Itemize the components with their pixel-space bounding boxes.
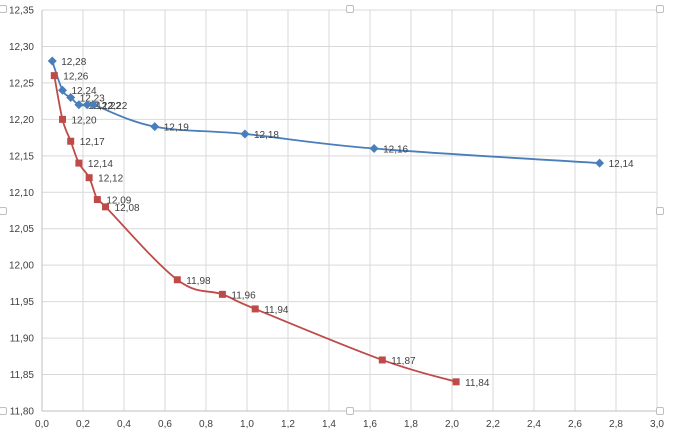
- data-point-diamond: [150, 122, 160, 132]
- x-tick-label: 0,2: [76, 419, 90, 430]
- series-line: [51, 60, 600, 165]
- data-label: 11,98: [186, 276, 211, 287]
- x-tick-label: 2,6: [568, 419, 582, 430]
- x-tick-label: 0,0: [35, 419, 49, 430]
- y-tick-label: 11,80: [10, 407, 35, 418]
- data-label: 12,17: [80, 137, 105, 148]
- data-label: 12,16: [383, 145, 408, 156]
- data-point-diamond: [66, 92, 76, 102]
- x-tick-label: 0,8: [199, 419, 213, 430]
- y-tick-label: 11,90: [10, 334, 35, 345]
- x-tick-label: 0,4: [117, 419, 131, 430]
- data-label: 12,22: [96, 101, 121, 112]
- resize-handle: [0, 5, 7, 13]
- selection-handles: [0, 5, 664, 415]
- y-tick-label: 12,05: [9, 224, 34, 235]
- resize-handle: [656, 5, 664, 13]
- data-point-square: [85, 174, 93, 182]
- data-point-diamond: [240, 129, 250, 139]
- data-point-square: [93, 196, 101, 204]
- y-tick-label: 12,20: [9, 115, 34, 126]
- y-tick-label: 12,35: [9, 6, 34, 17]
- data-label: 11,96: [231, 290, 256, 301]
- data-point-square: [102, 203, 110, 211]
- x-tick-label: 1,2: [281, 419, 295, 430]
- y-tick-label: 12,15: [9, 151, 34, 162]
- y-tick-label: 12,30: [9, 42, 34, 53]
- chart-grid: [41, 9, 658, 412]
- data-point-square: [50, 72, 58, 80]
- resize-handle: [346, 5, 354, 13]
- resize-handle: [656, 207, 664, 215]
- x-tick-label: 2,8: [609, 419, 623, 430]
- data-point-square: [173, 276, 181, 284]
- x-tick-label: 3,0: [650, 419, 664, 430]
- data-label: 11,84: [465, 378, 490, 389]
- x-tick-label: 2,2: [486, 419, 500, 430]
- x-tick-label: 2,0: [445, 419, 459, 430]
- data-point-diamond: [595, 158, 605, 168]
- resize-handle: [656, 407, 664, 415]
- data-point-diamond: [58, 85, 67, 95]
- resize-handle: [0, 407, 7, 415]
- data-label: 12,22: [102, 101, 127, 112]
- data-label: 12,23: [80, 93, 105, 104]
- data-point-diamond: [369, 144, 379, 154]
- data-label: 12,09: [106, 196, 131, 207]
- x-tick-label: 1,4: [322, 419, 336, 430]
- y-tick-label: 12,00: [9, 261, 34, 272]
- resize-handle: [0, 207, 7, 215]
- data-point-square: [251, 305, 259, 313]
- data-point-square: [75, 159, 83, 167]
- y-tick-label: 11,95: [10, 297, 35, 308]
- data-label: 12,24: [72, 86, 97, 97]
- data-label: 12,14: [609, 159, 634, 170]
- y-tick-label: 11,85: [10, 370, 35, 381]
- data-point-square: [59, 115, 66, 123]
- y-tick-label: 12,25: [9, 78, 34, 89]
- data-point-square: [67, 137, 75, 145]
- data-label: 12,22: [88, 101, 113, 112]
- data-label: 12,12: [98, 174, 123, 185]
- x-tick-label: 1,8: [404, 419, 418, 430]
- data-point-diamond: [88, 100, 98, 110]
- x-tick-label: 1,0: [240, 419, 254, 430]
- data-label: 12,20: [72, 115, 97, 126]
- data-point-square: [452, 378, 460, 386]
- data-point-square: [378, 356, 386, 364]
- resize-handle: [346, 407, 354, 415]
- data-label: 12,14: [88, 159, 113, 170]
- chart-axes: 0,0 0,2 0,4 0,6 0,8 1,0 1,2 1,4 1,6 1,8 2,0 2,2 2,4 2…: [9, 6, 664, 431]
- y-tick-label: 12,10: [9, 188, 34, 199]
- data-point-diamond: [74, 100, 84, 110]
- x-tick-label: 0,6: [158, 419, 172, 430]
- data-label: 11,87: [391, 356, 416, 367]
- data-label: 12,18: [254, 130, 279, 141]
- x-tick-label: 1,6: [363, 419, 377, 430]
- data-point-diamond: [47, 56, 57, 66]
- x-tick-label: 2,4: [527, 419, 541, 430]
- data-label: 12,19: [164, 123, 189, 134]
- data-point-diamond: [82, 100, 92, 110]
- data-point-square: [218, 290, 226, 298]
- data-label: 11,94: [264, 305, 289, 316]
- data-label: 12,28: [61, 57, 86, 68]
- data-label: 12,08: [115, 203, 140, 214]
- data-label: 12,26: [63, 72, 88, 83]
